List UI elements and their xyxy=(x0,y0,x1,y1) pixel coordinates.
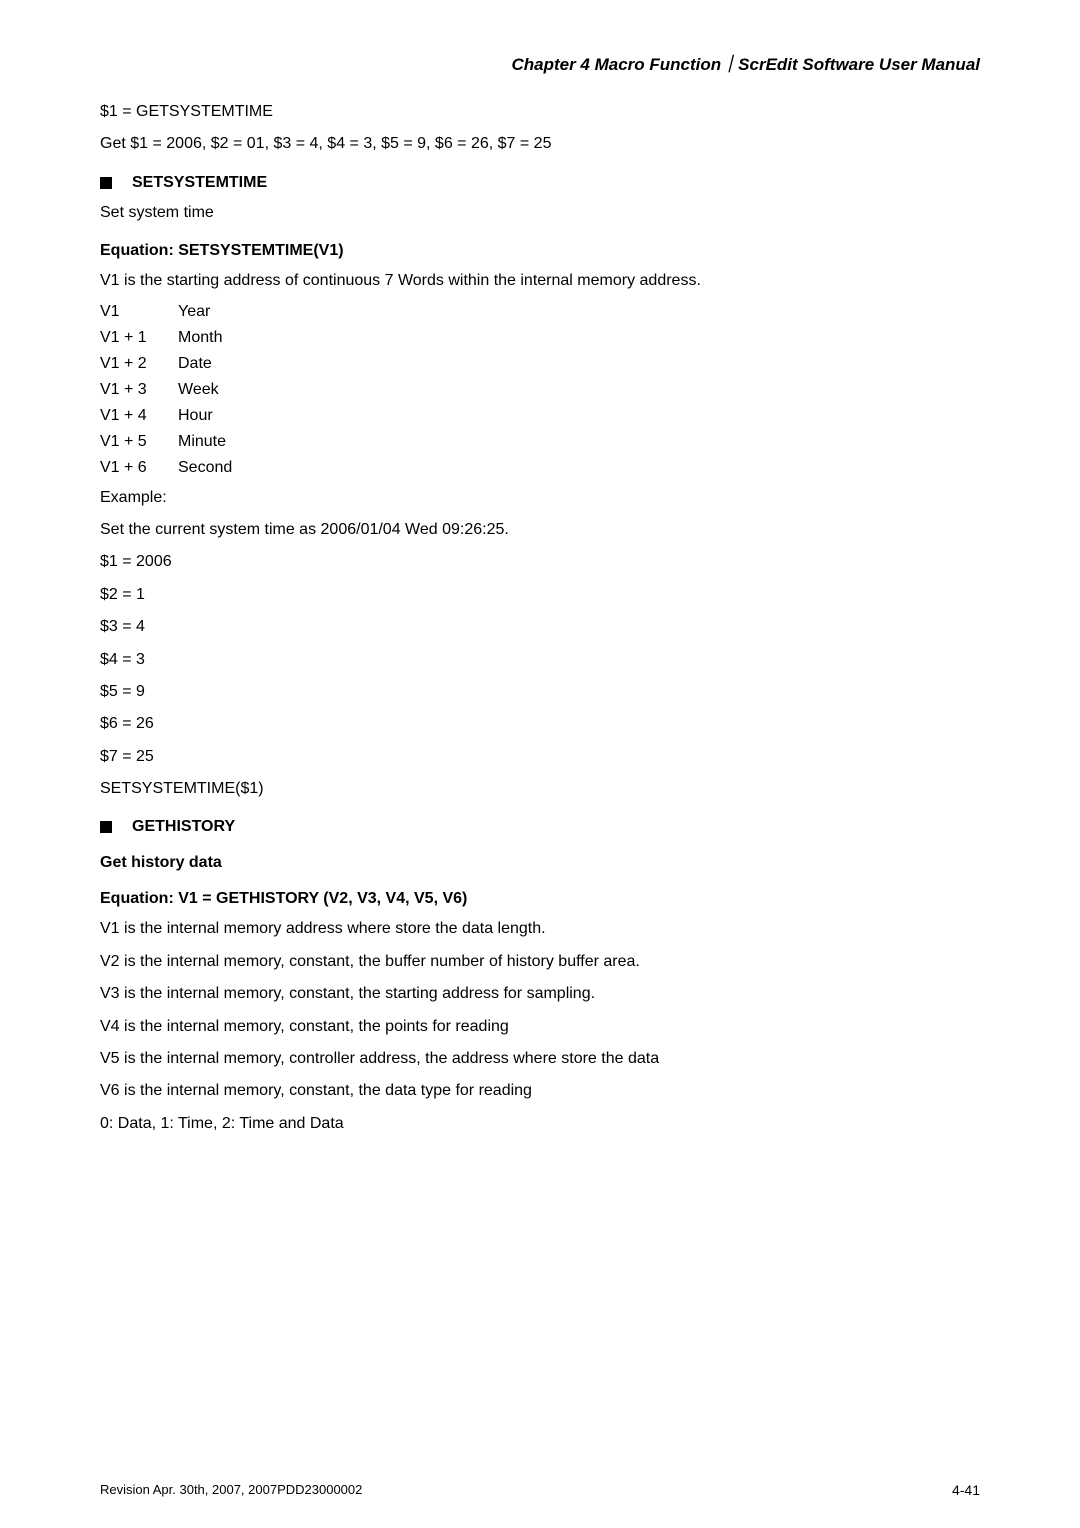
section-title: GETHISTORY xyxy=(132,818,235,836)
section-bullet: SETSYSTEMTIME xyxy=(100,174,980,192)
kv-key: V1 + 3 xyxy=(100,381,178,399)
kv-val: Month xyxy=(178,329,980,347)
header-title: Chapter 4 Macro Function｜ScrEdit Softwar… xyxy=(511,55,980,74)
page-header: Chapter 4 Macro Function｜ScrEdit Softwar… xyxy=(100,50,980,75)
kv-row: V1 + 6 Second xyxy=(100,459,980,477)
text-line: V1 is the starting address of continuous… xyxy=(100,270,980,292)
kv-row: V1 Year xyxy=(100,303,980,321)
text-line: V1 is the internal memory address where … xyxy=(100,918,980,940)
kv-key: V1 + 2 xyxy=(100,355,178,373)
kv-val: Minute xyxy=(178,433,980,451)
kv-val: Week xyxy=(178,381,980,399)
text-line: $3 = 4 xyxy=(100,616,980,638)
kv-val: Year xyxy=(178,303,980,321)
text-line: $1 = 2006 xyxy=(100,551,980,573)
example-label: Example: xyxy=(100,487,980,509)
footer-page-number: 4-41 xyxy=(952,1482,980,1498)
text-line: SETSYSTEMTIME($1) xyxy=(100,778,980,800)
text-line: $2 = 1 xyxy=(100,584,980,606)
text-line: V3 is the internal memory, constant, the… xyxy=(100,983,980,1005)
text-line: $7 = 25 xyxy=(100,746,980,768)
text-line: 0: Data, 1: Time, 2: Time and Data xyxy=(100,1113,980,1135)
equation-label: Equation: V1 = GETHISTORY (V2, V3, V4, V… xyxy=(100,890,980,908)
kv-val: Second xyxy=(178,459,980,477)
page: Chapter 4 Macro Function｜ScrEdit Softwar… xyxy=(0,0,1080,1528)
text-line: Set the current system time as 2006/01/0… xyxy=(100,519,980,541)
kv-row: V1 + 2 Date xyxy=(100,355,980,373)
text-line: V5 is the internal memory, controller ad… xyxy=(100,1048,980,1070)
kv-key: V1 xyxy=(100,303,178,321)
text-line: V4 is the internal memory, constant, the… xyxy=(100,1016,980,1038)
kv-key: V1 + 6 xyxy=(100,459,178,477)
text-line: $6 = 26 xyxy=(100,713,980,735)
bullet-square-icon xyxy=(100,177,112,189)
kv-row: V1 + 1 Month xyxy=(100,329,980,347)
bullet-square-icon xyxy=(100,821,112,833)
section-title: SETSYSTEMTIME xyxy=(132,174,267,192)
text-line: $1 = GETSYSTEMTIME xyxy=(100,101,980,123)
page-footer: Revision Apr. 30th, 2007, 2007PDD2300000… xyxy=(100,1482,980,1498)
text-line: Get $1 = 2006, $2 = 01, $3 = 4, $4 = 3, … xyxy=(100,133,980,155)
kv-key: V1 + 5 xyxy=(100,433,178,451)
text-line: $4 = 3 xyxy=(100,649,980,671)
equation-label: Equation: SETSYSTEMTIME(V1) xyxy=(100,242,980,260)
kv-row: V1 + 5 Minute xyxy=(100,433,980,451)
section-subtitle: Get history data xyxy=(100,854,980,872)
section-bullet: GETHISTORY xyxy=(100,818,980,836)
text-line: V6 is the internal memory, constant, the… xyxy=(100,1080,980,1102)
kv-val: Date xyxy=(178,355,980,373)
footer-left: Revision Apr. 30th, 2007, 2007PDD2300000… xyxy=(100,1482,362,1498)
text-line: Set system time xyxy=(100,202,980,224)
text-line: $5 = 9 xyxy=(100,681,980,703)
kv-row: V1 + 4 Hour xyxy=(100,407,980,425)
text-line: V2 is the internal memory, constant, the… xyxy=(100,951,980,973)
kv-val: Hour xyxy=(178,407,980,425)
kv-key: V1 + 1 xyxy=(100,329,178,347)
kv-row: V1 + 3 Week xyxy=(100,381,980,399)
kv-key: V1 + 4 xyxy=(100,407,178,425)
